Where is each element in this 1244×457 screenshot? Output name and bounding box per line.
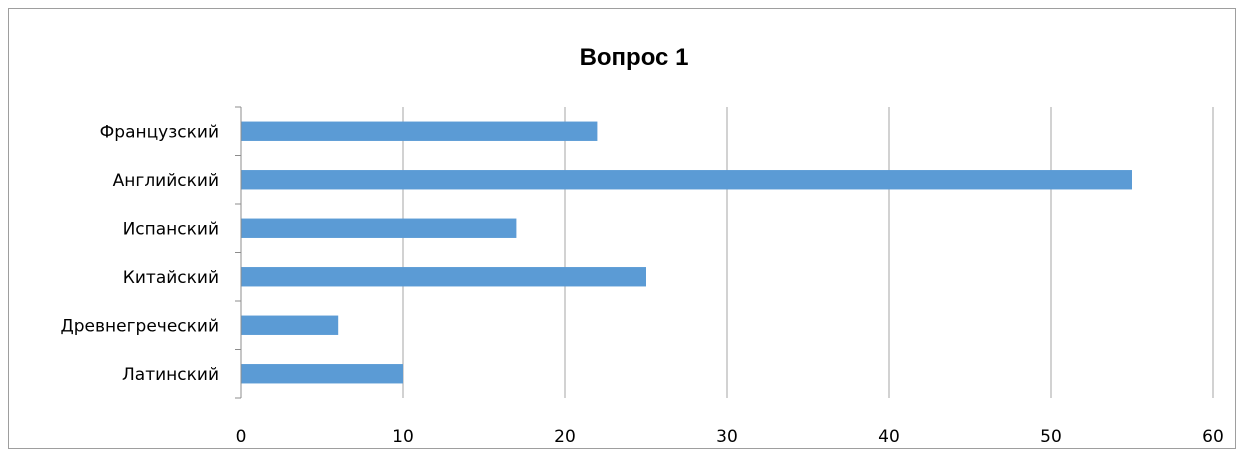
grid-lines	[402, 107, 1214, 398]
category-label: Древнегреческий	[60, 316, 219, 336]
chart-frame	[8, 8, 1236, 449]
bar	[241, 170, 1132, 190]
bar	[241, 218, 517, 238]
category-label: Испанский	[123, 219, 219, 239]
bar	[241, 364, 403, 384]
category-label: Латинский	[122, 365, 219, 385]
chart-title: Вопрос 1	[580, 44, 689, 71]
bar	[241, 267, 646, 287]
x-tick-label: 50	[1040, 427, 1062, 447]
bars	[241, 121, 1132, 384]
category-label: Французский	[100, 122, 219, 142]
x-tick-label: 30	[716, 427, 738, 447]
bar	[241, 315, 339, 335]
bar	[241, 121, 598, 141]
category-label: Английский	[113, 171, 219, 191]
x-tick-label: 40	[878, 427, 900, 447]
x-tick-label: 20	[554, 427, 576, 447]
axes	[235, 106, 242, 399]
x-tick-label: 0	[236, 427, 247, 447]
category-label: Китайский	[123, 268, 219, 288]
x-tick-label: 60	[1202, 427, 1224, 447]
labels: 0 10 20 30 40 50 60 Французский Английский Испанс…	[60, 122, 1223, 447]
x-tick-label: 10	[392, 427, 414, 447]
